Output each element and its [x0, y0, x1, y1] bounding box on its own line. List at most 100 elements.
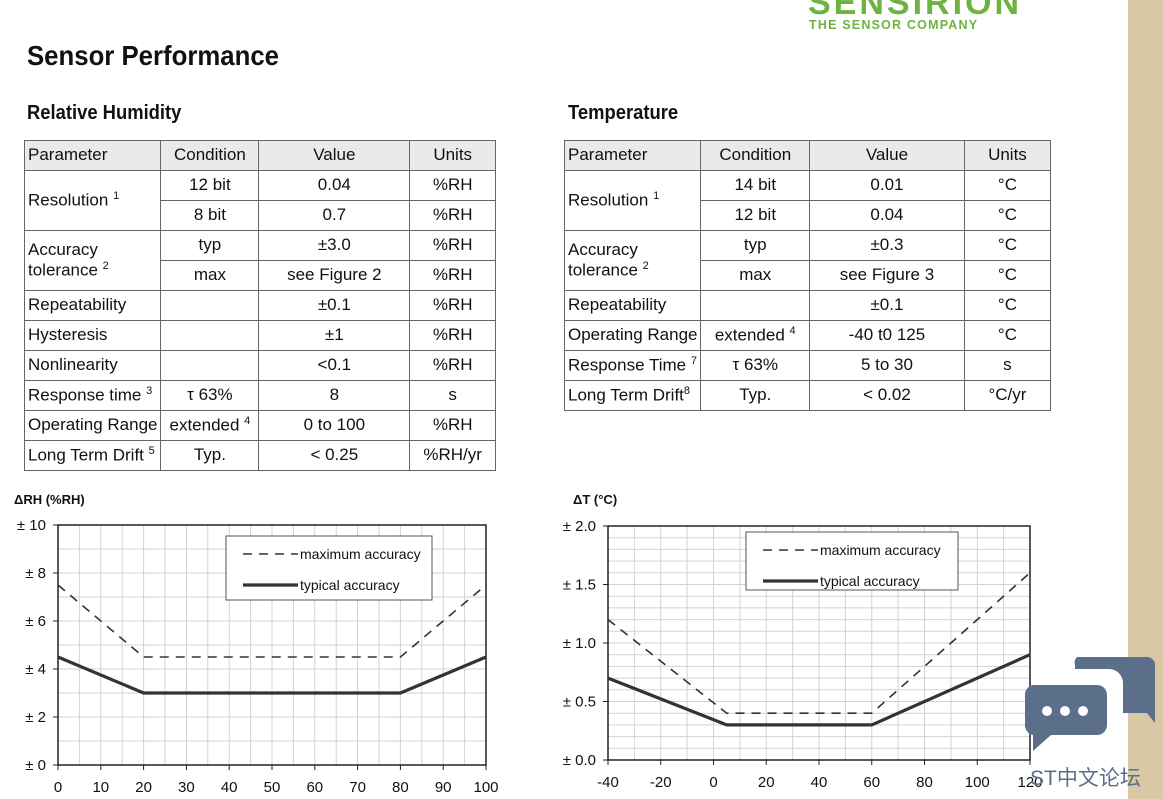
unit-cell: s — [963, 350, 1052, 381]
logo-wordmark: SENSIRION — [808, 0, 1023, 22]
temp-spec-table: Parameter Condition Value Units Resoluti… — [563, 140, 1052, 411]
condition-label: extended — [714, 325, 785, 345]
table-row: max see Figure 3 °C — [565, 260, 1052, 291]
condition-cell: 8 bit — [160, 200, 260, 231]
param-cell: Operating Range — [563, 320, 702, 351]
header-cell: Condition — [160, 140, 260, 171]
param-cell: Resolution 1 — [23, 170, 162, 231]
header-cell: Parameter — [23, 140, 162, 171]
footnote-mark: 8 — [683, 385, 691, 398]
y-tick-label: ± 1.0 — [563, 635, 596, 652]
param-cell: Accuracy tolerance 2 — [563, 230, 702, 291]
table-row: max see Figure 2 %RH — [25, 260, 496, 291]
table-row: Response Time 7 τ 63% 5 to 30 s — [563, 350, 1052, 381]
chat-bubble-icon[interactable] — [1025, 655, 1155, 755]
condition-cell: Typ. — [160, 440, 260, 471]
x-tick-label: 50 — [264, 779, 281, 796]
rh-spec-table: Parameter Condition Value Units Resoluti… — [23, 140, 496, 471]
x-tick-label: 80 — [916, 774, 933, 791]
param-cell: Response Time 7 — [563, 350, 702, 381]
unit-cell: %RH — [409, 260, 496, 291]
table-row: Operating Range extended 4 0 to 100 %RH — [23, 410, 496, 441]
x-tick-label: 0 — [709, 774, 717, 791]
legend-label: maximum accuracy — [820, 542, 941, 558]
param-label: Accuracy — [568, 239, 638, 259]
x-tick-label: 70 — [349, 779, 366, 796]
table-row: Hysteresis ±1 %RH — [23, 320, 496, 351]
param-cell: Repeatability — [23, 290, 162, 321]
x-tick-label: 40 — [811, 774, 828, 791]
y-axis-title: ΔRH (%RH) — [14, 492, 85, 507]
series-line-maximum-accuracy — [57, 584, 487, 658]
y-tick-label: ± 2 — [25, 709, 46, 726]
table-header-row: Parameter Condition Value Units — [23, 140, 496, 171]
condition-cell — [160, 320, 260, 351]
condition-cell: extended 4 — [700, 320, 811, 351]
page-title: Sensor Performance — [27, 40, 279, 71]
value-cell: < 0.25 — [258, 440, 411, 471]
value-cell: 8 — [258, 380, 411, 411]
param-cell: Resolution 1 — [563, 170, 702, 231]
param-cell: Repeatability — [563, 290, 702, 321]
footnote-mark: 2 — [642, 259, 649, 272]
x-tick-label: 20 — [135, 779, 152, 796]
x-tick-label: -20 — [650, 774, 672, 791]
condition-cell: extended 4 — [160, 410, 260, 441]
param-cell: Long Term Drift8 — [563, 380, 702, 411]
value-cell: ±0.3 — [809, 230, 965, 261]
sensirion-logo: SENSIRION THE SENSOR COMPANY — [808, 0, 1038, 34]
rh-accuracy-chart: ΔRH (%RH) ± 0 ± 2 ± 4 ± 6 ± 8 ± 10 0 10 20 30 40 50 6… — [14, 492, 499, 796]
unit-cell: %RH — [409, 290, 496, 321]
table-row: Repeatability ±0.1 %RH — [23, 290, 496, 321]
y-tick-label: ± 0 — [25, 757, 46, 774]
param-label: Long Term Drift — [28, 445, 144, 465]
series-line-typical-accuracy — [607, 653, 1031, 727]
y-tick-label: ± 0.0 — [563, 752, 596, 769]
temperature-accuracy-chart: ΔT (°C) ± 0.0 ± 0.5 ± 1.0 ± 1.5 ± 2.0 -40 -20 0 2… — [563, 492, 1043, 791]
y-tick-label: ± 10 — [17, 517, 46, 534]
param-cell: Accuracy tolerance 2 — [23, 230, 162, 291]
unit-cell: °C — [963, 290, 1052, 321]
logo-tagline: THE SENSOR COMPANY — [809, 18, 979, 32]
value-cell: see Figure 3 — [809, 260, 965, 291]
unit-cell: %RH — [409, 350, 496, 381]
table-header-row: Parameter Condition Value Units — [563, 140, 1052, 171]
x-tick-label: 100 — [473, 779, 498, 796]
condition-cell: typ — [160, 230, 260, 261]
y-tick-label: ± 8 — [25, 565, 46, 582]
value-cell: 5 to 30 — [809, 350, 965, 381]
param-label: Response Time — [568, 355, 687, 375]
footnote-mark: 2 — [102, 259, 109, 272]
table-row: Response time 3 τ 63% 8 s — [23, 380, 496, 411]
value-cell: 0.04 — [258, 170, 411, 201]
x-tick-label: 30 — [178, 779, 195, 796]
rh-section-title: Relative Humidity — [27, 102, 182, 124]
forum-watermark: ST中文论坛 — [1030, 767, 1141, 790]
condition-cell: τ 63% — [700, 350, 811, 381]
unit-cell: °C — [963, 230, 1052, 261]
x-tick-label: 100 — [965, 774, 990, 791]
legend-label: typical accuracy — [820, 573, 920, 589]
value-cell: < 0.02 — [809, 380, 965, 411]
table-row: Resolution 1 14 bit 0.01 °C — [563, 170, 1052, 231]
table-row: Resolution 1 12 bit 0.04 %RH — [23, 170, 496, 231]
param-label: Long Term Drift — [568, 385, 684, 405]
unit-cell: %RH — [409, 200, 496, 231]
value-cell: ±3.0 — [258, 230, 411, 261]
footnote-mark: 1 — [113, 190, 120, 203]
header-cell: Condition — [700, 140, 811, 171]
unit-cell: %RH — [409, 170, 496, 201]
footnote-mark: 4 — [244, 415, 251, 428]
table-row: Accuracy tolerance 2 typ ±3.0 %RH — [23, 230, 496, 291]
value-cell: 0.7 — [258, 200, 411, 231]
param-cell: Hysteresis — [23, 320, 162, 351]
param-label: Resolution — [28, 190, 109, 210]
param-label: tolerance — [28, 260, 98, 280]
y-axis-title: ΔT (°C) — [573, 492, 617, 507]
x-tick-label: -40 — [597, 774, 619, 791]
param-label: Resolution — [568, 190, 649, 210]
value-cell: <0.1 — [258, 350, 411, 381]
temp-section-title: Temperature — [568, 102, 679, 124]
param-label: Response time — [28, 385, 142, 405]
condition-cell — [160, 290, 260, 321]
